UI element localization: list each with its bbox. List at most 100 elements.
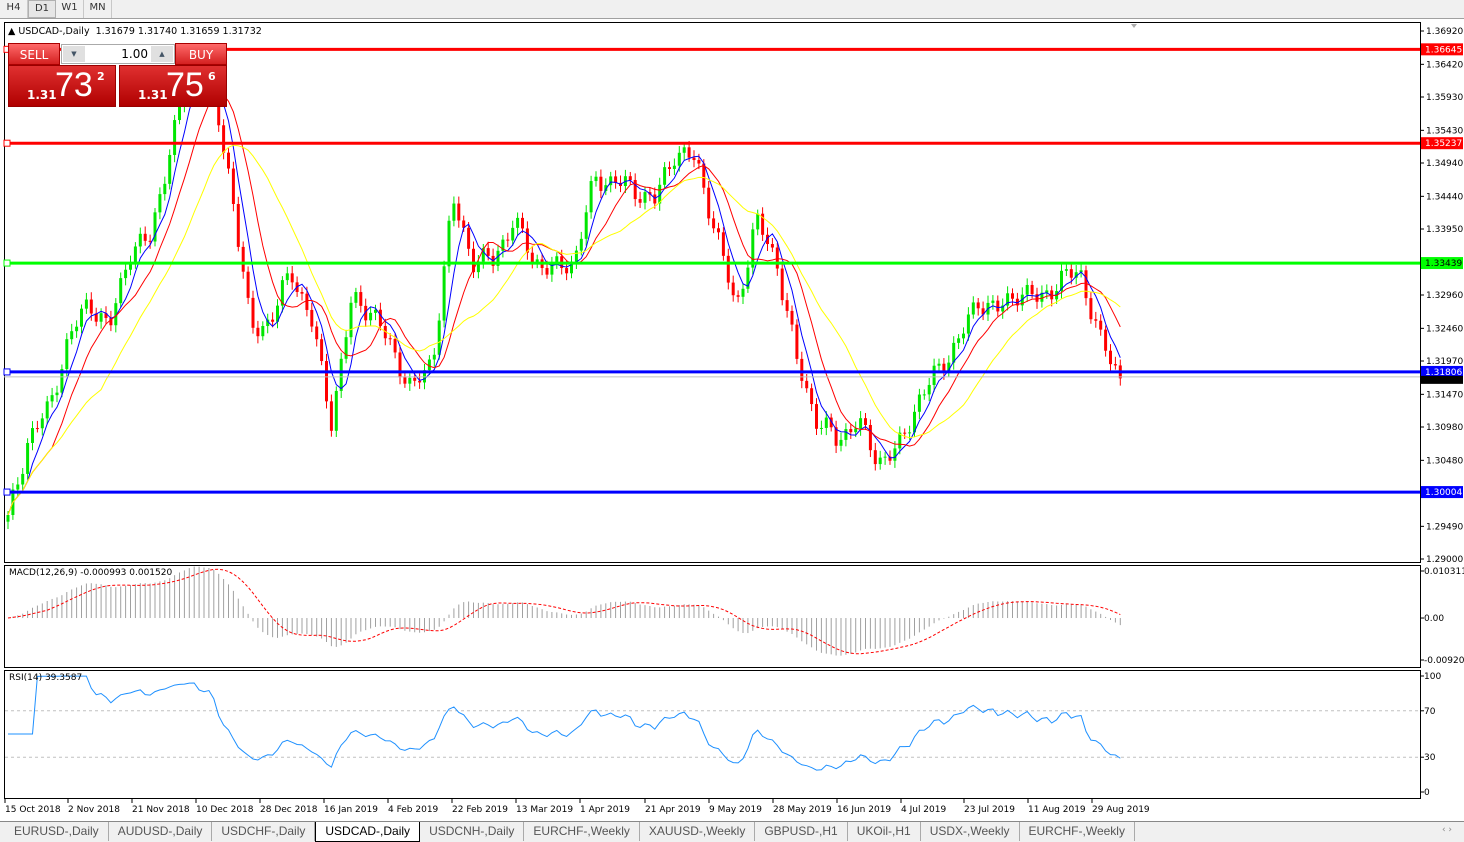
candle-body — [687, 147, 691, 158]
candle-body — [339, 358, 343, 391]
chart-tab[interactable]: USDCHF-,Daily — [212, 822, 316, 841]
level-handle — [3, 139, 11, 147]
chart-tab[interactable]: USDCAD-,Daily — [315, 822, 421, 842]
candle-body — [756, 213, 760, 230]
candle-body — [511, 227, 515, 241]
macd-frame — [4, 565, 1421, 668]
candle-body — [1035, 294, 1039, 302]
candle-body — [795, 324, 799, 359]
increase-lot-icon[interactable]: ▲ — [151, 46, 173, 62]
candle-body — [65, 339, 69, 370]
candle-body — [256, 327, 260, 337]
candle-body — [525, 228, 529, 253]
date-label: 21 Nov 2018 — [132, 805, 190, 815]
candle-body — [26, 442, 30, 474]
buy-price[interactable]: 1.31 75 6 — [119, 65, 227, 107]
chart-tab[interactable]: EURUSD-,Daily — [5, 822, 109, 841]
candle-body — [888, 456, 892, 461]
candle-body — [1040, 292, 1044, 302]
timeframe-w1[interactable]: W1 — [56, 0, 84, 18]
candle-body — [432, 354, 436, 360]
timeframe-h4[interactable]: H4 — [0, 0, 28, 18]
candle-body — [677, 152, 681, 166]
level-handle — [3, 368, 11, 376]
candle-body — [913, 411, 916, 433]
lot-size-stepper[interactable]: ▼ 1.00 ▲ — [61, 44, 175, 64]
candle-body — [1030, 284, 1034, 295]
candle-body — [829, 417, 833, 428]
one-click-trading-panel: SELL ▼ 1.00 ▲ BUY 1.31 73 2 1.31 75 6 — [8, 43, 227, 107]
chart-tab[interactable]: XAUUSD-,Weekly — [640, 822, 756, 841]
candle-body — [124, 269, 128, 279]
candle-body — [1006, 293, 1010, 306]
candle-body — [276, 305, 279, 322]
chart-tab[interactable]: GBPUSD-,H1 — [755, 822, 848, 841]
chart-tab[interactable]: EURCHF-,Weekly — [1020, 822, 1135, 841]
timeframe-mn[interactable]: MN — [84, 0, 112, 18]
candle-body — [741, 288, 745, 297]
candle-body — [374, 309, 377, 313]
candle-body — [168, 154, 172, 184]
candle-body — [1074, 272, 1078, 278]
chart-tab[interactable]: UKOil-,H1 — [848, 822, 921, 841]
symbol-label: USDCAD-,Daily — [18, 26, 90, 37]
level-price-tag — [1421, 257, 1463, 270]
price-tick-label: 1.36920 — [1426, 27, 1463, 37]
candle-body — [1069, 269, 1073, 278]
candle-body — [94, 313, 98, 322]
chart-tab[interactable]: EURCHF-,Weekly — [524, 822, 640, 841]
level-price-label: 1.35237 — [1425, 139, 1462, 149]
candle-body — [824, 417, 828, 428]
candle-body — [271, 319, 275, 322]
candle-body — [1045, 290, 1049, 293]
date-label: 4 Jul 2019 — [901, 805, 946, 815]
sell-button[interactable]: SELL — [8, 43, 60, 65]
candle-body — [369, 312, 373, 321]
candle-body — [668, 167, 671, 169]
chart-tab[interactable]: USDCNH-,Daily — [420, 822, 525, 841]
level-handle — [3, 488, 11, 496]
rsi-tick-label: 30 — [1424, 753, 1436, 763]
price-tick-label: 1.30980 — [1426, 423, 1463, 433]
macd-histogram — [12, 566, 1121, 656]
candle-body — [589, 181, 593, 213]
candle-body — [50, 395, 54, 402]
sell-price[interactable]: 1.31 73 2 — [8, 65, 116, 107]
candle-body — [942, 363, 946, 373]
date-label: 23 Jul 2019 — [964, 805, 1015, 815]
candle-body — [1084, 270, 1088, 299]
date-label: 28 May 2019 — [773, 805, 832, 815]
candle-body — [329, 401, 333, 431]
candle-body — [859, 418, 863, 429]
candle-body — [663, 167, 667, 185]
timeframe-d1[interactable]: D1 — [28, 0, 56, 18]
candle-body — [70, 331, 74, 340]
candle-body — [991, 300, 995, 303]
level-handle — [3, 259, 11, 267]
candle-body — [1109, 350, 1112, 365]
candle-body — [584, 212, 588, 239]
date-label: 10 Dec 2018 — [196, 805, 254, 815]
decrease-lot-icon[interactable]: ▼ — [63, 46, 85, 62]
price-tick-label: 1.32460 — [1426, 324, 1463, 334]
candle-body — [922, 394, 926, 396]
current-price-tag — [1421, 375, 1463, 384]
candle-body — [45, 401, 49, 419]
tab-scroll-arrows[interactable]: ‹ › — [1441, 825, 1452, 835]
chart-tab[interactable]: USDX-,Weekly — [921, 822, 1020, 841]
lot-size-input[interactable]: 1.00 — [121, 47, 148, 61]
candle-body — [966, 314, 970, 334]
buy-button[interactable]: BUY — [175, 43, 227, 65]
candle-body — [962, 333, 965, 339]
rsi-tick-label: 0 — [1424, 788, 1430, 798]
candle-body — [898, 432, 902, 449]
candle-body — [481, 248, 485, 262]
chart-canvas[interactable]: 1.36920 1.36420 1.35930 1.35430 1.34940 1.344… — [0, 20, 1464, 820]
rsi-frame — [4, 670, 1421, 799]
candle-body — [775, 247, 779, 269]
candle-body — [143, 233, 147, 241]
candle-body — [119, 278, 123, 304]
candle-body — [932, 365, 936, 385]
candle-body — [614, 176, 618, 183]
chart-tab[interactable]: AUDUSD-,Daily — [109, 822, 213, 841]
